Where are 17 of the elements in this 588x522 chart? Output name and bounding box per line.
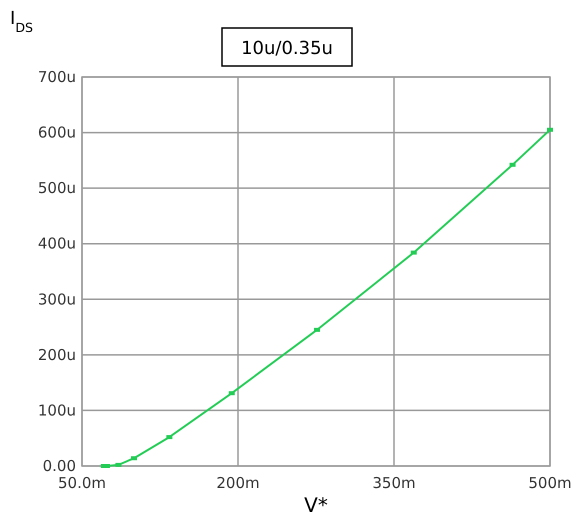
x-tick-label: 500m — [528, 474, 572, 492]
y-tick-label: 700u — [38, 68, 76, 86]
y-axis-title: I$_{DS}$ — [10, 8, 34, 34]
x-tick-label: 350m — [372, 474, 416, 492]
point — [131, 456, 137, 460]
x-tick-label: 50.0m — [58, 474, 106, 492]
x-axis-title: V* — [304, 493, 328, 517]
point — [547, 128, 553, 132]
y-tick-label: 100u — [38, 401, 76, 420]
chart-title: 10u/0.35u — [241, 38, 333, 59]
y-tick-label: 200u — [38, 346, 76, 364]
y-tick-label: 600u — [38, 124, 76, 142]
y-tick-label: 300u — [38, 290, 76, 308]
y-tick-label: 0.00 — [42, 457, 76, 475]
y-tick-label: 500u — [38, 179, 76, 198]
x-tick-label: 200m — [216, 474, 260, 492]
y-tick-label: 400u — [38, 234, 76, 253]
